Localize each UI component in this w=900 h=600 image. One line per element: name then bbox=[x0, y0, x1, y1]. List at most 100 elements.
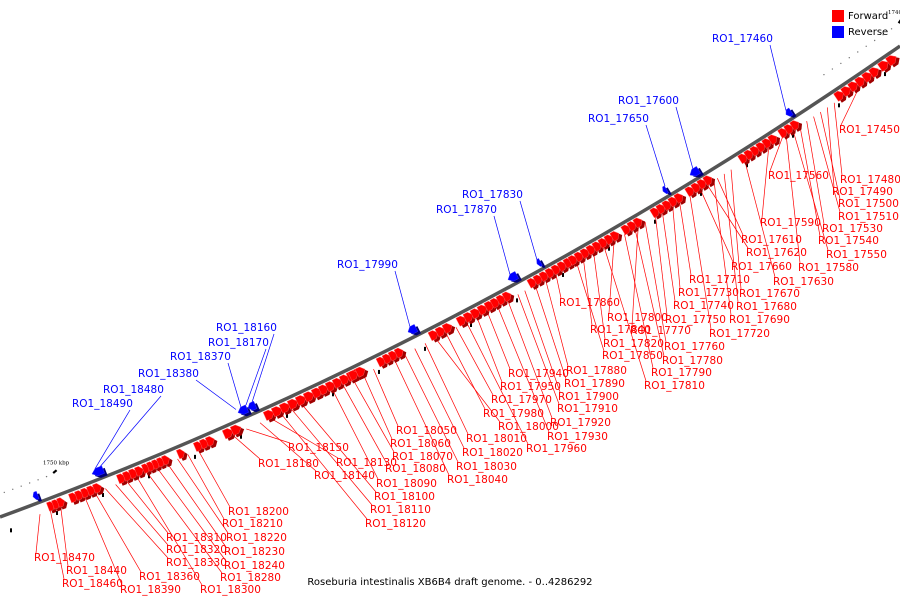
forward-gene-label: RO1_18010 bbox=[466, 433, 527, 445]
leader-line bbox=[496, 305, 550, 433]
leader-line bbox=[582, 257, 593, 326]
lower-tick bbox=[562, 272, 564, 277]
forward-gene-label: RO1_18210 bbox=[222, 518, 283, 530]
reverse-gene-label: RO1_17870 bbox=[436, 204, 497, 216]
forward-gene-label: RO1_17910 bbox=[557, 403, 618, 415]
leader-line bbox=[445, 332, 486, 410]
leader-line bbox=[115, 484, 169, 546]
leader-line bbox=[195, 379, 237, 410]
leader-line bbox=[393, 358, 450, 476]
reverse-swatch bbox=[832, 26, 844, 38]
leader-line bbox=[517, 294, 560, 405]
reverse-gene bbox=[785, 107, 797, 118]
minor-tick bbox=[831, 68, 834, 70]
forward-gene bbox=[294, 395, 310, 408]
lower-tick bbox=[102, 492, 104, 497]
leader-line bbox=[227, 362, 242, 408]
lower-tick bbox=[746, 163, 748, 168]
reverse-gene-label: RO1_17460 bbox=[712, 33, 773, 45]
leader-line bbox=[84, 496, 123, 586]
leader-line bbox=[706, 184, 749, 249]
reverse-gene-label: RO1_18170 bbox=[208, 337, 269, 349]
minor-tick bbox=[890, 28, 893, 30]
forward-gene-label: RO1_18470 bbox=[34, 552, 95, 564]
leader-line bbox=[603, 246, 647, 382]
forward-gene-label: RO1_17900 bbox=[558, 391, 619, 403]
leader-line bbox=[435, 337, 501, 423]
forward-gene-label: RO1_17950 bbox=[500, 381, 561, 393]
lower-tick bbox=[194, 454, 196, 459]
forward-gene bbox=[885, 55, 900, 68]
forward-gene-label: RO1_18100 bbox=[374, 491, 435, 503]
lower-tick bbox=[148, 474, 150, 479]
forward-gene-label: RO1_17890 bbox=[564, 378, 625, 390]
forward-gene bbox=[175, 448, 188, 461]
forward-gene bbox=[160, 455, 173, 468]
forward-gene-label: RO1_17860 bbox=[559, 297, 620, 309]
forward-gene bbox=[632, 217, 646, 230]
forward-gene-label: RO1_17490 bbox=[832, 186, 893, 198]
leader-line bbox=[555, 273, 562, 299]
forward-gene-label: RO1_17720 bbox=[709, 328, 770, 340]
lower-tick bbox=[286, 413, 288, 418]
leader-line bbox=[105, 488, 169, 559]
minor-tick bbox=[882, 33, 884, 36]
leader-line bbox=[493, 215, 511, 275]
leader-line bbox=[608, 240, 615, 314]
lower-tick bbox=[884, 72, 886, 77]
leader-line bbox=[404, 353, 459, 463]
forward-gene-label: RO1_18460 bbox=[62, 578, 123, 590]
forward-gene-label: RO1_17750 bbox=[665, 314, 726, 326]
forward-gene bbox=[56, 497, 68, 510]
forward-gene bbox=[868, 67, 882, 80]
lower-tick bbox=[516, 298, 518, 303]
forward-gene bbox=[609, 231, 623, 243]
forward-gene-label: RO1_18320 bbox=[166, 544, 227, 556]
reverse-gene bbox=[689, 166, 704, 178]
legend-reverse: Reverse bbox=[832, 24, 892, 40]
forward-gene-label: RO1_18060 bbox=[390, 438, 451, 450]
legend-forward: Forward bbox=[832, 8, 892, 24]
leader-line bbox=[424, 343, 469, 435]
forward-gene-label: RO1_18070 bbox=[392, 451, 453, 463]
leader-line bbox=[655, 215, 668, 316]
forward-gene-label: RO1_18120 bbox=[365, 518, 426, 530]
leader-line bbox=[99, 395, 162, 468]
forward-gene-label: RO1_17480 bbox=[840, 174, 900, 186]
forward-swatch bbox=[832, 10, 844, 22]
forward-gene-label: RO1_18040 bbox=[447, 474, 508, 486]
genome-backbone bbox=[0, 44, 900, 519]
reverse-gene bbox=[91, 465, 108, 478]
minor-tick bbox=[840, 62, 842, 65]
reverse-gene-label: RO1_17830 bbox=[462, 189, 523, 201]
leader-line bbox=[644, 221, 667, 343]
leader-line bbox=[792, 129, 829, 251]
minor-tick bbox=[865, 45, 867, 47]
leader-line bbox=[699, 188, 734, 263]
tick-mark bbox=[52, 469, 58, 474]
reverse-gene bbox=[662, 185, 672, 196]
forward-gene bbox=[441, 323, 456, 336]
forward-gene-label: RO1_18030 bbox=[456, 461, 517, 473]
reverse-gene-label: RO1_18160 bbox=[216, 322, 277, 334]
leader-line bbox=[820, 111, 841, 200]
scale-ticks: 1740 kbp1750 kbp1760 kbp1770 kbp1780 kbp… bbox=[3, 10, 900, 533]
forward-gene-label: RO1_17670 bbox=[739, 288, 800, 300]
forward-gene-label: RO1_17510 bbox=[838, 211, 899, 223]
leader-line bbox=[723, 173, 739, 303]
forward-gene-label: RO1_17710 bbox=[689, 274, 750, 286]
minor-tick bbox=[873, 39, 876, 42]
forward-gene-label: RO1_18150 bbox=[288, 442, 349, 454]
leader-line bbox=[232, 434, 261, 460]
leader-line bbox=[661, 211, 676, 302]
leader-line bbox=[352, 379, 395, 453]
forward-gene-label: RO1_17580 bbox=[798, 262, 859, 274]
reverse-gene-label: RO1_18380 bbox=[138, 368, 199, 380]
tick-label: 1750 kbp bbox=[43, 460, 70, 466]
leader-line bbox=[414, 348, 465, 449]
leader-line bbox=[679, 201, 692, 276]
forward-gene-label: RO1_17960 bbox=[526, 443, 587, 455]
leader-line bbox=[833, 102, 843, 176]
reverse-gene-label: RO1_18490 bbox=[72, 398, 133, 410]
forward-gene-label: RO1_18280 bbox=[220, 572, 281, 584]
